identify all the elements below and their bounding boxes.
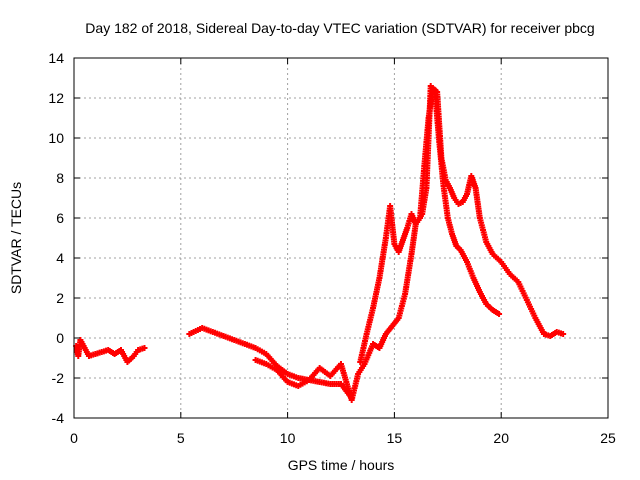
x-tick-label: 0 xyxy=(70,430,78,446)
y-tick-label: 4 xyxy=(56,250,64,266)
gridlines xyxy=(74,58,608,418)
x-tick-label: 10 xyxy=(280,430,296,446)
y-tick-label: 14 xyxy=(48,50,64,66)
series-storm-lower xyxy=(252,83,503,403)
data-points xyxy=(73,83,567,403)
y-tick-label: -4 xyxy=(52,410,65,426)
y-tick-label: -2 xyxy=(52,370,65,386)
y-tick-label: 12 xyxy=(48,90,64,106)
x-tick-label: 5 xyxy=(177,430,185,446)
x-axis-label: GPS time / hours xyxy=(288,457,395,473)
data-point xyxy=(560,331,567,337)
series-storm-upper xyxy=(357,85,567,365)
x-tick-label: 20 xyxy=(493,430,509,446)
plot-frame xyxy=(73,57,609,419)
x-tick-label: 15 xyxy=(387,430,403,446)
y-tick-label: 6 xyxy=(56,210,64,226)
series-mid-day xyxy=(186,325,355,401)
axis-ticks: 0 5 10 15 20 25 -4 -2 0 2 4 6 8 10 12 14 xyxy=(48,50,616,446)
y-axis-label: SDTVAR / TECUs xyxy=(8,182,24,294)
y-tick-label: 2 xyxy=(56,290,64,306)
series-early xyxy=(73,337,148,365)
y-tick-label: 8 xyxy=(56,170,64,186)
y-tick-label: 10 xyxy=(48,130,64,146)
y-tick-label: 0 xyxy=(56,330,64,346)
data-point xyxy=(141,345,148,351)
data-point xyxy=(496,311,503,317)
chart-title: Day 182 of 2018, Sidereal Day-to-day VTE… xyxy=(85,20,594,36)
x-tick-label: 25 xyxy=(600,430,616,446)
